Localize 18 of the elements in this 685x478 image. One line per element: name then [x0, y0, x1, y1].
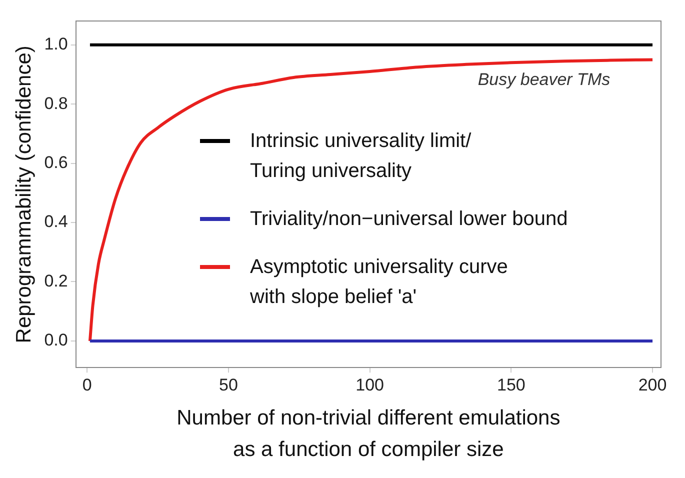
legend-label: Triviality/non−universal lower bound: [250, 207, 568, 232]
x-tick-label: 100: [356, 375, 384, 394]
x-tick-label: 0: [82, 375, 92, 394]
y-tick-label: 0.6: [44, 153, 68, 172]
y-tick-label: 0.2: [44, 271, 68, 290]
y-tick-label: 0.8: [44, 94, 68, 113]
y-axis-title: Reprogrammability (confidence): [12, 46, 36, 344]
annotation: Busy beaver TMs: [478, 70, 611, 89]
y-tick-label: 1.0: [44, 34, 68, 54]
legend-label: Intrinsic universality limit/ Turing universality: [250, 129, 472, 184]
y-tick-label: 0.0: [44, 330, 68, 350]
x-tick-label: 50: [219, 375, 238, 394]
x-axis-title: Number of non-trivial different emulations as a function of compiler size: [176, 406, 560, 462]
x-tick-label: 150: [496, 375, 526, 394]
y-tick-label: 0.4: [44, 212, 68, 232]
legend-label: Asymptotic universality curve with slope belief 'a': [250, 255, 508, 310]
x-tick-label: 200: [638, 375, 667, 394]
line-series: [88, 58, 654, 342]
